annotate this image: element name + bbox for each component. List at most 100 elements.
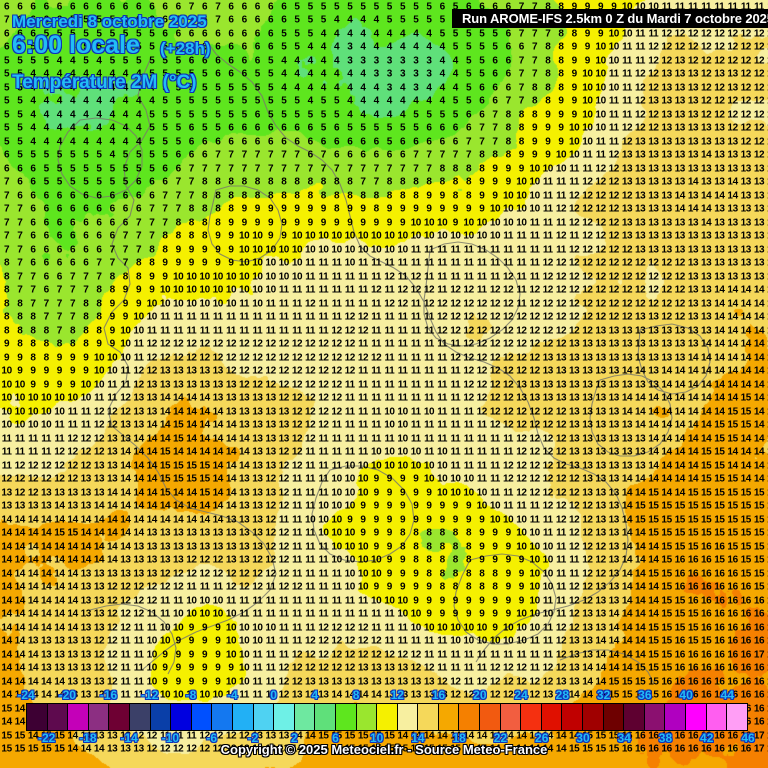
gridpoint-value: 10 <box>94 379 105 390</box>
gridpoint-value: 13 <box>648 325 659 336</box>
gridpoint-value: 13 <box>622 204 633 215</box>
gridpoint-value: 15 <box>741 406 752 417</box>
gridpoint-value: 12 <box>107 406 118 417</box>
gridpoint-value: 14 <box>675 447 686 458</box>
gridpoint-value: 11 <box>332 420 342 431</box>
gridpoint-value: 9 <box>453 595 459 606</box>
gridpoint-value: 8 <box>4 312 10 323</box>
gridpoint-value: 3 <box>360 55 366 66</box>
gridpoint-value: 5 <box>189 82 195 93</box>
gridpoint-value: 14 <box>754 339 765 350</box>
gridpoint-value: 10 <box>437 487 448 498</box>
gridpoint-value: 10 <box>529 555 540 566</box>
gridpoint-value: 4 <box>374 28 380 39</box>
gridpoint-value: 10 <box>345 244 356 255</box>
gridpoint-value: 10 <box>292 244 303 255</box>
gridpoint-value: 12 <box>477 406 488 417</box>
gridpoint-value: 13 <box>688 109 699 120</box>
gridpoint-value: 10 <box>516 541 527 552</box>
colorbar-swatch <box>356 704 378 730</box>
gridpoint-value: 15 <box>741 568 752 579</box>
colorbar-swatch <box>150 704 172 730</box>
gridpoint-value: 14 <box>1 676 12 687</box>
gridpoint-value: 13 <box>252 406 263 417</box>
gridpoint-value: 12 <box>384 298 395 309</box>
gridpoint-value: 8 <box>400 528 406 539</box>
gridpoint-value: 12 <box>529 285 540 296</box>
gridpoint-value: 13 <box>556 366 567 377</box>
gridpoint-value: 13 <box>173 541 184 552</box>
gridpoint-value: 11 <box>622 109 632 120</box>
gridpoint-value: 16 <box>688 555 699 566</box>
colorbar-ticks-top: -24 -20 -16 -12 -8 -4 0 4 8 12 16 20 24 28 32 36 40 44 <box>17 688 748 703</box>
gridpoint-value: 6 <box>57 204 63 215</box>
gridpoint-value: 14 <box>701 150 712 161</box>
gridpoint-value: 15 <box>741 514 752 525</box>
gridpoint-value: 5 <box>70 163 76 174</box>
gridpoint-value: 14 <box>107 541 118 552</box>
gridpoint-value: 13 <box>94 582 105 593</box>
gridpoint-value: 11 <box>609 136 619 147</box>
gridpoint-value: 16 <box>648 730 659 741</box>
gridpoint-value: 12 <box>318 636 329 647</box>
gridpoint-value: 10 <box>595 123 606 134</box>
gridpoint-value: 14 <box>688 433 699 444</box>
gridpoint-value: 11 <box>543 244 553 255</box>
gridpoint-value: 12 <box>279 474 290 485</box>
gridpoint-value: 5 <box>413 1 419 12</box>
gridpoint-value: 5 <box>162 82 168 93</box>
gridpoint-value: 16 <box>714 568 725 579</box>
gridpoint-value: 10 <box>186 298 197 309</box>
gridpoint-value: 9 <box>215 649 221 660</box>
gridpoint-value: 7 <box>360 177 366 188</box>
gridpoint-value: 12 <box>503 676 514 687</box>
gridpoint-value: 14 <box>741 298 752 309</box>
gridpoint-value: 12 <box>54 447 65 458</box>
colorbar-swatch <box>541 704 563 730</box>
gridpoint-value: 8 <box>413 528 419 539</box>
colorbar-tick-label: 42 <box>700 731 713 745</box>
gridpoint-value: 12 <box>28 474 39 485</box>
gridpoint-value: 13 <box>582 433 593 444</box>
gridpoint-value: 9 <box>466 595 472 606</box>
gridpoint-value: 12 <box>727 42 738 53</box>
gridpoint-value: 7 <box>492 123 498 134</box>
gridpoint-value: 9 <box>136 285 142 296</box>
gridpoint-value: 15 <box>727 420 738 431</box>
gridpoint-value: 10 <box>529 582 540 593</box>
gridpoint-value: 10 <box>147 312 158 323</box>
gridpoint-value: 14 <box>67 514 78 525</box>
gridpoint-value: 16 <box>714 676 725 687</box>
gridpoint-value: 6 <box>268 136 274 147</box>
gridpoint-value: 12 <box>107 420 118 431</box>
gridpoint-value: 12 <box>490 676 501 687</box>
gridpoint-value: 12 <box>345 663 356 674</box>
gridpoint-value: 8 <box>215 177 221 188</box>
gridpoint-value: 5 <box>426 1 432 12</box>
gridpoint-value: 13 <box>701 177 712 188</box>
gridpoint-value: 14 <box>54 595 65 606</box>
gridpoint-value: 16 <box>714 609 725 620</box>
gridpoint-value: 8 <box>545 1 551 12</box>
gridpoint-value: 11 <box>398 622 408 633</box>
gridpoint-value: 5 <box>321 123 327 134</box>
gridpoint-value: 4 <box>308 55 314 66</box>
gridpoint-value: 14 <box>463 730 474 741</box>
gridpoint-value: 5 <box>4 96 10 107</box>
gridpoint-value: 12 <box>661 42 672 53</box>
gridpoint-value: 12 <box>345 622 356 633</box>
gridpoint-value: 10 <box>437 460 448 471</box>
gridpoint-value: 10 <box>477 217 488 228</box>
gridpoint-value: 11 <box>451 366 461 377</box>
gridpoint-value: 4 <box>374 15 380 26</box>
gridpoint-value: 14 <box>305 730 316 741</box>
gridpoint-value: 13 <box>582 352 593 363</box>
gridpoint-value: 12 <box>292 393 303 404</box>
gridpoint-value: 16 <box>727 730 738 741</box>
gridpoint-value: 11 <box>68 420 78 431</box>
gridpoint-value: 12 <box>279 541 290 552</box>
gridpoint-value: 10 <box>226 622 237 633</box>
gridpoint-value: 11 <box>437 663 447 674</box>
gridpoint-value: 11 <box>239 298 249 309</box>
gridpoint-value: 13 <box>265 460 276 471</box>
